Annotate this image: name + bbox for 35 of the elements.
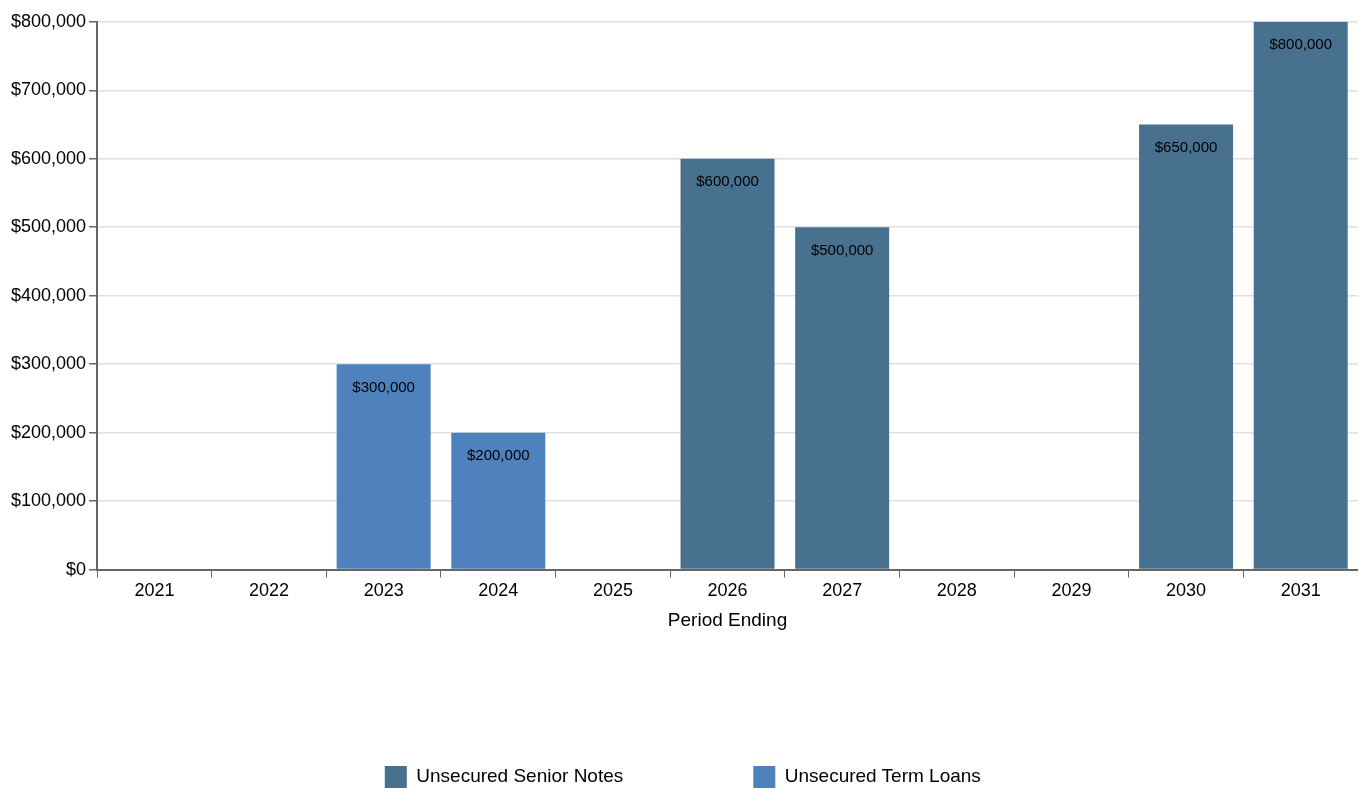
y-tick-label: $0 xyxy=(66,558,87,579)
y-tick-label: $800,000 xyxy=(11,10,87,31)
x-tick-label: 2021 xyxy=(134,580,175,601)
x-tick-label: 2022 xyxy=(249,580,290,601)
y-tick-label: $200,000 xyxy=(11,421,87,442)
bar xyxy=(451,432,546,569)
x-tick-label: 2028 xyxy=(936,580,977,601)
x-tick-label: 2024 xyxy=(478,580,519,601)
x-tick-label: 2031 xyxy=(1280,580,1321,601)
data-label: $800,000 xyxy=(1269,35,1332,53)
x-tick-label: 2030 xyxy=(1166,580,1207,601)
bar xyxy=(336,364,431,569)
y-tick-label: $700,000 xyxy=(11,79,87,100)
y-tick-label: $500,000 xyxy=(11,216,87,237)
y-tick-label: $600,000 xyxy=(11,147,87,168)
y-tick-label: $400,000 xyxy=(11,284,87,305)
x-tick-label: 2027 xyxy=(822,580,863,601)
legend-label: Unsecured Term Loans xyxy=(784,765,981,787)
bar xyxy=(680,158,775,569)
data-label: $300,000 xyxy=(352,377,415,395)
x-tick-label: 2029 xyxy=(1051,580,1092,601)
data-label: $500,000 xyxy=(810,240,874,258)
x-tick-label: 2026 xyxy=(707,580,748,601)
x-tick-label: 2025 xyxy=(592,580,633,601)
legend-label: Unsecured Senior Notes xyxy=(416,765,624,787)
y-tick-label: $100,000 xyxy=(11,490,87,511)
bar xyxy=(1253,21,1348,569)
x-tick-label: 2023 xyxy=(363,580,404,601)
data-label: $600,000 xyxy=(696,172,759,190)
bar xyxy=(795,227,890,569)
data-label: $200,000 xyxy=(466,446,530,464)
x-axis-title: Period Ending xyxy=(667,608,788,630)
bar xyxy=(1139,124,1234,569)
y-tick-label: $300,000 xyxy=(11,353,87,374)
data-label: $650,000 xyxy=(1154,138,1218,156)
